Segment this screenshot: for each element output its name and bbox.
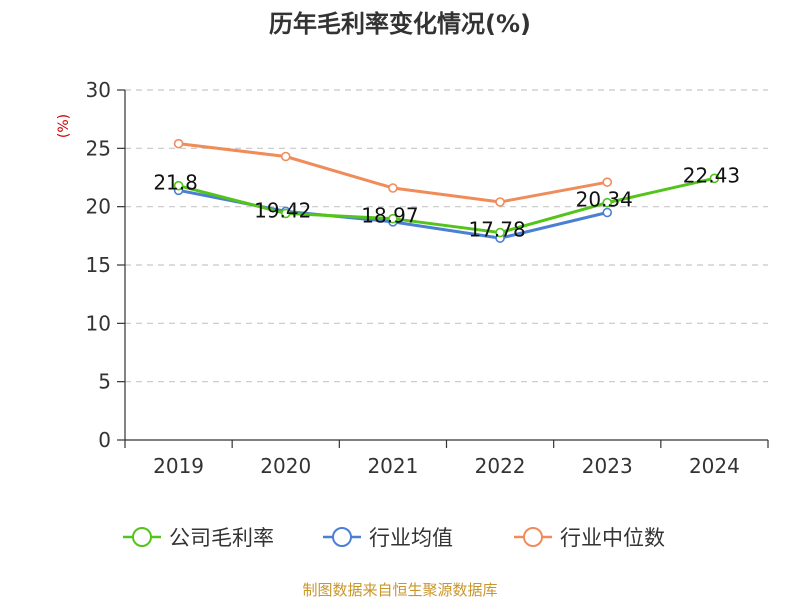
data-label: 17.78 <box>468 218 525 242</box>
series-line <box>178 142 608 204</box>
data-point <box>388 213 398 224</box>
data-point <box>280 208 291 219</box>
data-point <box>280 151 291 162</box>
legend-item[interactable]: 行业均值 <box>323 526 453 550</box>
legend-marker <box>332 527 352 547</box>
source-note: 制图数据来自恒生聚源数据库 <box>302 581 497 599</box>
grid-lines <box>125 89 768 383</box>
y-tick-label: 5 <box>98 370 111 394</box>
y-tick-label: 25 <box>86 136 111 160</box>
axes: 0 5 10 15 20 25 30 2019 2020 2021 2022 2023 2024 <box>86 78 769 478</box>
x-tick-label: 2019 <box>153 454 204 478</box>
y-axis-label: (%) <box>56 114 72 138</box>
data-label: 22.43 <box>683 163 740 187</box>
chart-title: 历年毛利率变化情况(%) <box>269 10 531 38</box>
data-point <box>173 180 184 191</box>
legend-marker <box>132 527 152 547</box>
legend-marker <box>523 527 543 547</box>
data-point <box>495 197 505 207</box>
data-label: 18.97 <box>361 204 418 228</box>
series-line <box>178 176 715 235</box>
data-point <box>495 227 505 238</box>
x-tick-label: 2024 <box>689 454 740 478</box>
x-tick-label: 2021 <box>367 454 418 478</box>
data-point <box>602 207 613 218</box>
data-point <box>709 173 720 184</box>
data-label: 20.34 <box>576 188 633 212</box>
data-point <box>602 177 613 187</box>
data-label: 21.8 <box>153 171 198 195</box>
data-point <box>602 197 613 208</box>
y-tick-label: 20 <box>86 195 111 219</box>
y-tick-label: 15 <box>86 253 111 277</box>
legend-item[interactable]: 行业中位数 <box>514 526 665 550</box>
y-tick-label: 10 <box>86 311 111 335</box>
data-point <box>388 183 398 193</box>
x-tick-label: 2020 <box>260 454 311 478</box>
x-tick-label: 2023 <box>582 454 633 478</box>
legend-label: 行业中位数 <box>560 526 665 550</box>
legend-label: 公司毛利率 <box>169 526 274 550</box>
data-labels: 21.8 19.42 18.97 17.78 20.34 22.43 <box>153 163 740 241</box>
x-tick-label: 2022 <box>475 454 526 478</box>
data-point <box>173 138 184 149</box>
legend-item[interactable]: 公司毛利率 <box>123 526 274 550</box>
data-label: 19.42 <box>254 198 311 222</box>
y-tick-label: 0 <box>98 428 111 452</box>
y-tick-label: 30 <box>86 78 111 102</box>
legend-label: 行业均值 <box>369 526 453 550</box>
legend[interactable]: 公司毛利率 行业均值 行业中位数 <box>123 526 665 550</box>
series-lines <box>173 138 720 243</box>
